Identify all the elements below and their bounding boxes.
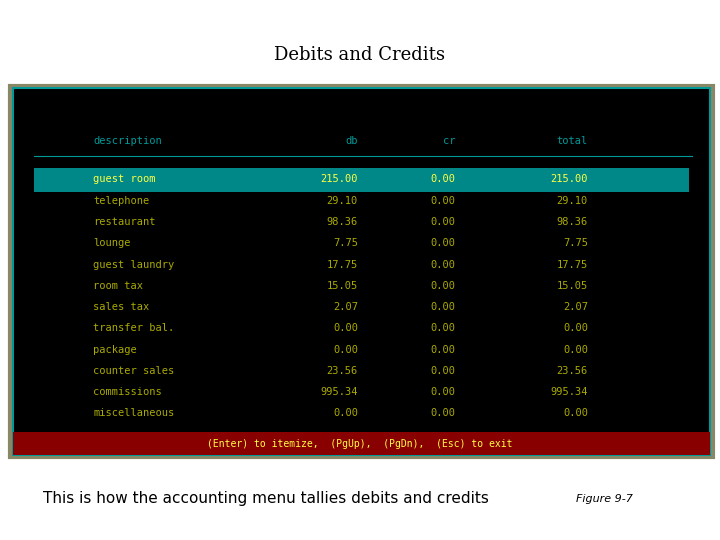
Text: description: description — [93, 136, 162, 146]
Text: 215.00: 215.00 — [551, 174, 588, 185]
Text: guest room: guest room — [93, 174, 156, 185]
Text: guest laundry: guest laundry — [93, 260, 174, 269]
Text: 23.56: 23.56 — [327, 366, 358, 376]
Text: room tax: room tax — [93, 281, 143, 291]
Text: 17.75: 17.75 — [557, 260, 588, 269]
Text: (Enter) to itemize,  (PgUp),  (PgDn),  (Esc) to exit: (Enter) to itemize, (PgUp), (PgDn), (Esc… — [207, 439, 513, 449]
Text: miscellaneous: miscellaneous — [93, 408, 174, 418]
Text: 7.75: 7.75 — [333, 238, 358, 248]
Text: 995.34: 995.34 — [551, 387, 588, 397]
Text: 2.07: 2.07 — [563, 302, 588, 312]
Text: counter sales: counter sales — [93, 366, 174, 376]
Text: package: package — [93, 345, 137, 355]
Text: 0.00: 0.00 — [431, 217, 456, 227]
Text: cr: cr — [443, 136, 456, 146]
Text: 0.00: 0.00 — [431, 238, 456, 248]
Text: 0.00: 0.00 — [333, 323, 358, 333]
Text: 0.00: 0.00 — [563, 323, 588, 333]
Text: 17.75: 17.75 — [327, 260, 358, 269]
Text: 98.36: 98.36 — [327, 217, 358, 227]
Text: This is how the accounting menu tallies debits and credits: This is how the accounting menu tallies … — [43, 491, 490, 507]
Text: 0.00: 0.00 — [431, 323, 456, 333]
Text: db: db — [346, 136, 358, 146]
Text: Figure 9-7: Figure 9-7 — [576, 494, 633, 504]
Text: 0.00: 0.00 — [563, 345, 588, 355]
Text: 0.00: 0.00 — [431, 260, 456, 269]
Text: telephone: telephone — [93, 195, 149, 206]
Text: 15.05: 15.05 — [557, 281, 588, 291]
Text: commissions: commissions — [93, 387, 162, 397]
Text: 995.34: 995.34 — [320, 387, 358, 397]
Text: 2.07: 2.07 — [333, 302, 358, 312]
Text: 15.05: 15.05 — [327, 281, 358, 291]
Text: total: total — [557, 136, 588, 146]
Text: 23.56: 23.56 — [557, 366, 588, 376]
Text: 0.00: 0.00 — [333, 345, 358, 355]
Text: Debits and Credits: Debits and Credits — [274, 46, 446, 64]
Text: transfer bal.: transfer bal. — [93, 323, 174, 333]
Text: 29.10: 29.10 — [327, 195, 358, 206]
Text: 0.00: 0.00 — [431, 281, 456, 291]
Text: 0.00: 0.00 — [431, 174, 456, 185]
Text: 98.36: 98.36 — [557, 217, 588, 227]
Text: 215.00: 215.00 — [320, 174, 358, 185]
Text: 0.00: 0.00 — [431, 345, 456, 355]
Text: 0.00: 0.00 — [431, 387, 456, 397]
Text: 0.00: 0.00 — [333, 408, 358, 418]
Text: 0.00: 0.00 — [431, 366, 456, 376]
Text: sales tax: sales tax — [93, 302, 149, 312]
Text: 0.00: 0.00 — [431, 408, 456, 418]
Text: restaurant: restaurant — [93, 217, 156, 227]
Text: 0.00: 0.00 — [563, 408, 588, 418]
Text: lounge: lounge — [93, 238, 130, 248]
Text: 7.75: 7.75 — [563, 238, 588, 248]
Text: 0.00: 0.00 — [431, 195, 456, 206]
Text: 0.00: 0.00 — [431, 302, 456, 312]
Text: 29.10: 29.10 — [557, 195, 588, 206]
